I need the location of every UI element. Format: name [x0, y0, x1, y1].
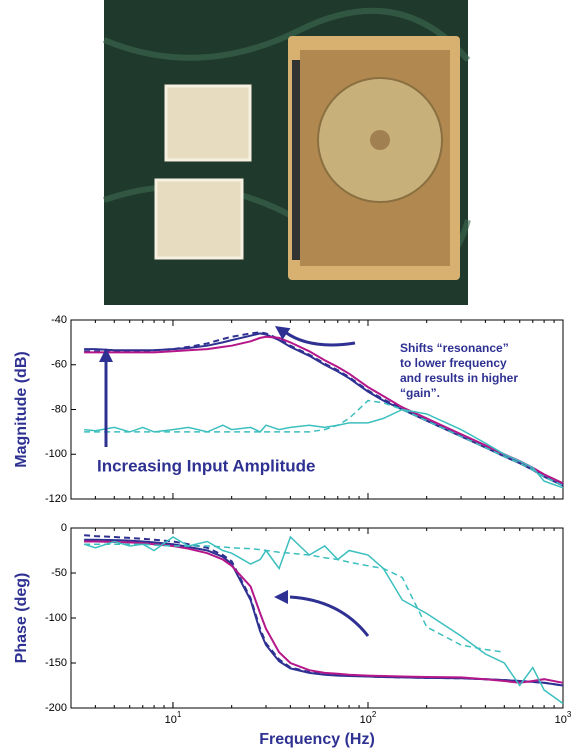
arrow: [290, 597, 368, 636]
y-tick-label: -80: [51, 403, 67, 415]
x-tick-exponent: 1: [177, 710, 182, 719]
x-tick-label: 101: [165, 710, 182, 726]
y-tick-label: -100: [45, 448, 67, 460]
x-tick-exponent: 2: [372, 710, 377, 719]
annotation: and results in higher: [400, 371, 518, 385]
arrow: [285, 332, 355, 345]
figure: -120 -100 -80 -60 -40 Magnitude (dB) Shifts “r…: [0, 0, 572, 750]
annotation: to lower frequency: [400, 356, 507, 370]
x-tick-exponent: 3: [567, 710, 572, 719]
annotation: “gain”.: [400, 386, 440, 400]
annotation: Shifts “resonance”: [400, 341, 509, 355]
y-tick-label: 0: [61, 522, 67, 534]
series-line: [84, 542, 563, 683]
y-axis-label: Phase (deg): [13, 573, 30, 664]
x-tick-base: 10: [555, 714, 567, 726]
y-tick-label: -50: [51, 567, 67, 579]
annotation: Increasing Input Amplitude: [97, 456, 316, 475]
series-line: [84, 540, 563, 686]
x-axis-label: Frequency (Hz): [259, 731, 375, 748]
y-tick-label: -200: [45, 702, 67, 714]
y-tick-label: -120: [45, 493, 67, 505]
y-tick-label: -60: [51, 359, 67, 371]
x-tick-base: 10: [165, 714, 177, 726]
plot-frame: [71, 528, 563, 708]
x-tick-label: 102: [360, 710, 377, 726]
y-axis-label: Magnitude (dB): [13, 351, 30, 467]
x-tick-base: 10: [360, 714, 372, 726]
y-tick-label: -150: [45, 657, 67, 669]
photo: [104, 0, 468, 305]
y-tick-label: -100: [45, 612, 67, 624]
y-tick-label: -40: [51, 314, 67, 326]
arrow-head: [274, 590, 288, 604]
x-tick-label: 103: [555, 710, 572, 726]
